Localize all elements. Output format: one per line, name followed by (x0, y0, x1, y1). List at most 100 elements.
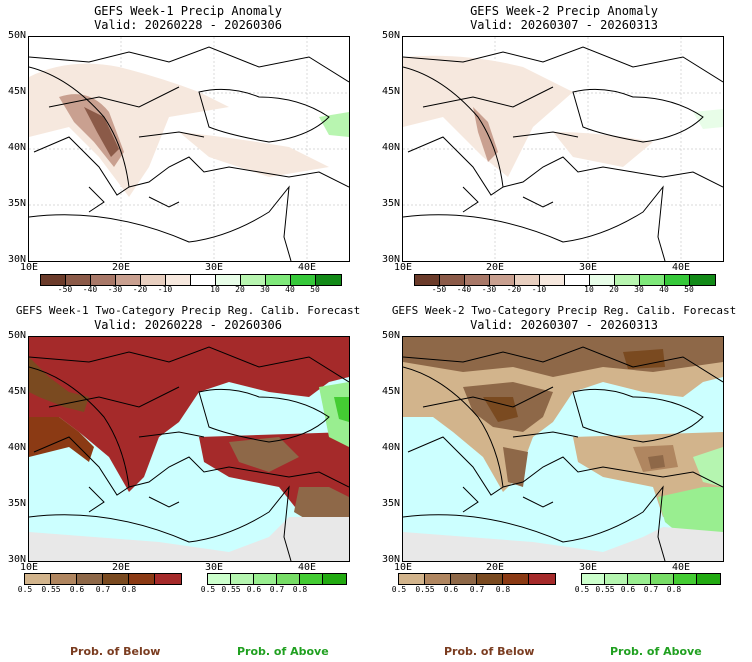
probability-map-week2 (402, 336, 724, 562)
colorbar-label: 0.6 (620, 585, 636, 594)
colorbar-label: 30 (260, 285, 270, 294)
colorbar-label: -10 (531, 285, 547, 294)
colorbar-label: 0.55 (415, 585, 435, 594)
colorbar-label: -20 (506, 285, 522, 294)
lon-label: 30E (578, 562, 598, 573)
lat-label: 30N (381, 254, 400, 265)
colorbar-label: 20 (235, 285, 245, 294)
lat-label: 45N (7, 86, 26, 97)
below-colorbar (398, 573, 556, 585)
colorbar-label: 30 (634, 285, 644, 294)
lon-label: 30E (204, 562, 224, 573)
anomaly-colorbar (40, 274, 342, 286)
lon-label: 30E (204, 262, 224, 273)
lat-label: 40N (381, 442, 400, 453)
colorbar-label: 0.8 (495, 585, 511, 594)
lat-label: 35N (381, 198, 400, 209)
colorbar-label: 50 (310, 285, 320, 294)
anomaly-map-week1 (28, 36, 350, 262)
lon-label: 10E (393, 562, 413, 573)
colorbar-label: 0.55 (595, 585, 615, 594)
colorbar-label: 0.6 (246, 585, 262, 594)
footer-prob-below: Prob. of Below (444, 645, 535, 658)
colorbar-label: -40 (82, 285, 98, 294)
lon-label: 10E (393, 262, 413, 273)
lat-label: 50N (381, 30, 400, 41)
colorbar-label: 10 (210, 285, 220, 294)
colorbar-label: 0.5 (574, 585, 590, 594)
panel-valid: Valid: 20260228 - 20260306 (94, 18, 282, 32)
colorbar-label: 20 (609, 285, 619, 294)
lon-label: 20E (485, 262, 505, 273)
anomaly-colorbar (414, 274, 716, 286)
below-colorbar (24, 573, 182, 585)
panel-valid: Valid: 20260307 - 20260313 (470, 318, 658, 332)
above-colorbar (581, 573, 721, 585)
footer-prob-above: Prob. of Above (610, 645, 702, 658)
colorbar-label: -30 (481, 285, 497, 294)
lat-label: 30N (7, 254, 26, 265)
lat-label: 45N (381, 86, 400, 97)
lat-label: 50N (7, 30, 26, 41)
colorbar-label: 40 (285, 285, 295, 294)
lat-label: 40N (7, 442, 26, 453)
lon-label: 40E (671, 262, 691, 273)
lat-label: 35N (381, 498, 400, 509)
colorbar-label: 0.8 (121, 585, 137, 594)
footer-prob-below: Prob. of Below (70, 645, 161, 658)
colorbar-label: 0.5 (391, 585, 407, 594)
colorbar-label: 0.7 (469, 585, 485, 594)
lon-label: 10E (19, 262, 39, 273)
lat-label: 35N (7, 498, 26, 509)
colorbar-label: -30 (107, 285, 123, 294)
lon-label: 20E (111, 562, 131, 573)
colorbar-label: -50 (57, 285, 73, 294)
lat-label: 30N (7, 554, 26, 565)
lon-label: 10E (19, 562, 39, 573)
lat-label: 40N (7, 142, 26, 153)
colorbar-label: 10 (584, 285, 594, 294)
panel-week1-probability: GEFS Week-1 Two-Category Precip Reg. Cal… (0, 300, 376, 600)
panel-valid: Valid: 20260307 - 20260313 (470, 18, 658, 32)
colorbar-label: 0.8 (292, 585, 308, 594)
lon-label: 30E (578, 262, 598, 273)
above-colorbar (207, 573, 347, 585)
anomaly-map-week2 (402, 36, 724, 262)
colorbar-label: 0.7 (95, 585, 111, 594)
colorbar-label: 0.6 (443, 585, 459, 594)
colorbar-label: 0.7 (643, 585, 659, 594)
panel-title: GEFS Week-1 Two-Category Precip Reg. Cal… (15, 304, 361, 317)
footer-prob-above: Prob. of Above (237, 645, 329, 658)
lat-label: 50N (381, 330, 400, 341)
lat-label: 35N (7, 198, 26, 209)
colorbar-label: -50 (431, 285, 447, 294)
colorbar-label: 0.55 (221, 585, 241, 594)
colorbar-label: 0.5 (200, 585, 216, 594)
panel-week1-anomaly: GEFS Week-1 Precip Anomaly Valid: 202602… (0, 0, 376, 294)
panel-valid: Valid: 20260228 - 20260306 (94, 318, 282, 332)
colorbar-label: -40 (456, 285, 472, 294)
lon-label: 20E (111, 262, 131, 273)
lon-label: 40E (297, 262, 317, 273)
panel-title: GEFS Week-2 Two-Category Precip Reg. Cal… (391, 304, 737, 317)
lat-label: 40N (381, 142, 400, 153)
lat-label: 30N (381, 554, 400, 565)
lat-label: 45N (381, 386, 400, 397)
colorbar-label: 0.6 (69, 585, 85, 594)
colorbar-label: -10 (157, 285, 173, 294)
lat-label: 50N (7, 330, 26, 341)
panel-week2-probability: GEFS Week-2 Two-Category Precip Reg. Cal… (376, 300, 752, 600)
colorbar-label: 40 (659, 285, 669, 294)
colorbar-label: 0.8 (666, 585, 682, 594)
lon-label: 40E (671, 562, 691, 573)
panel-title: GEFS Week-2 Precip Anomaly (470, 4, 658, 18)
panel-week2-anomaly: GEFS Week-2 Precip Anomaly Valid: 202603… (376, 0, 752, 294)
panel-title: GEFS Week-1 Precip Anomaly (94, 4, 282, 18)
colorbar-label: 0.5 (17, 585, 33, 594)
colorbar-label: 0.55 (41, 585, 61, 594)
colorbar-label: 0.7 (269, 585, 285, 594)
colorbar-label: 50 (684, 285, 694, 294)
lat-label: 45N (7, 386, 26, 397)
probability-map-week1 (28, 336, 350, 562)
lon-label: 40E (297, 562, 317, 573)
